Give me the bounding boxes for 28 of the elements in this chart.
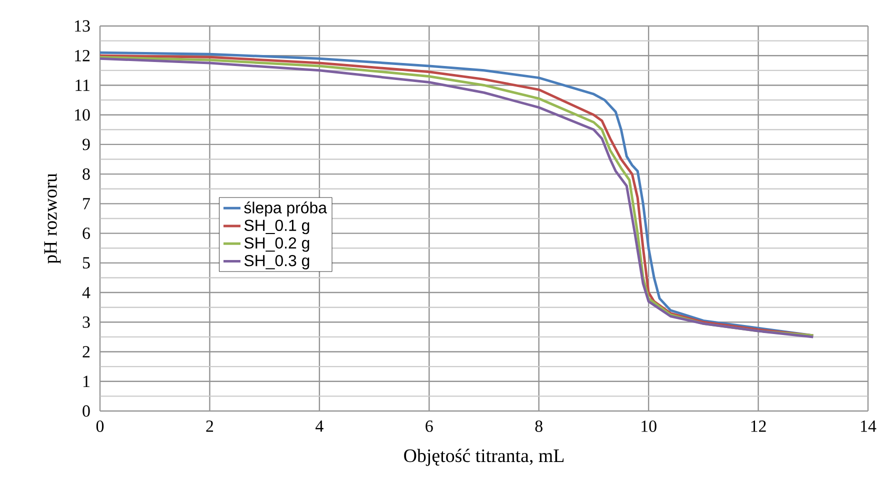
x-tick-label: 10 bbox=[642, 420, 656, 432]
y-tick-label: 0 bbox=[82, 405, 90, 417]
y-tick-label: 12 bbox=[75, 50, 90, 62]
y-tick-label: 1 bbox=[83, 376, 90, 387]
legend-label: SH_0.3 g bbox=[244, 254, 310, 270]
x-tick-label: 0 bbox=[96, 420, 104, 432]
legend-label: SH_0.1 g bbox=[244, 220, 310, 234]
y-tick-label: 11 bbox=[76, 80, 90, 91]
y-tick-label: 3 bbox=[82, 316, 90, 328]
x-tick-label: 8 bbox=[535, 420, 542, 432]
y-tick-label: 7 bbox=[83, 198, 90, 210]
y-tick-label: 8 bbox=[82, 168, 90, 180]
y-tick-label: 4 bbox=[82, 286, 90, 298]
legend-label: ślepa próba bbox=[244, 202, 327, 217]
y-tick-label: 5 bbox=[82, 257, 90, 269]
x-tick-label: 2 bbox=[206, 420, 214, 432]
y-tick-label: 10 bbox=[75, 109, 90, 121]
legend-label: SH_0.2 g bbox=[244, 237, 310, 252]
x-tick-label: 12 bbox=[751, 420, 766, 432]
y-tick-label: 2 bbox=[82, 346, 90, 358]
x-tick-label: 14 bbox=[861, 420, 876, 432]
y-tick-label: 9 bbox=[82, 138, 90, 150]
x-tick-label: 6 bbox=[426, 420, 433, 432]
y-axis-title: pH rozworu bbox=[44, 173, 61, 264]
y-tick-label: 13 bbox=[75, 20, 90, 32]
x-tick-label: 4 bbox=[316, 420, 324, 432]
y-tick-label: 6 bbox=[82, 228, 90, 239]
x-axis-title: Objętość titranta, mL bbox=[404, 448, 564, 466]
